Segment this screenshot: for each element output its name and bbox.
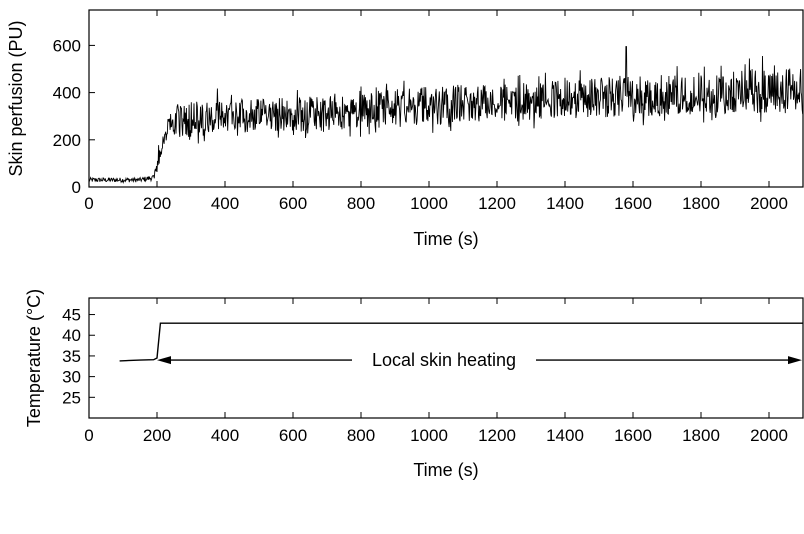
perfusion-y-tick-label-2: 400: [53, 84, 81, 103]
temperature-series-line: [119, 322, 803, 362]
perfusion-x-tick-label-10: 2000: [750, 194, 788, 213]
perfusion-series-line: [88, 46, 804, 185]
temperature-x-tick-label-4: 800: [347, 426, 375, 445]
temperature-x-ticks: 0 200 400 600 800 1000 1200 1400 1600 1800 2000: [84, 298, 788, 445]
perfusion-x-tick-label-6: 1200: [478, 194, 516, 213]
heating-annotation: Local skin heating: [157, 350, 802, 370]
temperature-x-tick-label-3: 600: [279, 426, 307, 445]
perfusion-y-tick-label-0: 0: [72, 178, 81, 197]
perfusion-x-axis-label: Time (s): [413, 229, 478, 249]
perfusion-y-ticks: 0 200 400 600: [53, 36, 95, 197]
temperature-y-tick-label-4: 45: [62, 306, 81, 325]
temperature-x-tick-label-6: 1200: [478, 426, 516, 445]
temperature-x-tick-label-8: 1600: [614, 426, 652, 445]
perfusion-x-tick-label-8: 1600: [614, 194, 652, 213]
heating-arrow-right-head: [788, 356, 802, 365]
perfusion-y-axis-label: Skin perfusion (PU): [6, 20, 26, 176]
temperature-x-axis-label: Time (s): [413, 460, 478, 480]
temperature-y-tick-label-0: 25: [62, 388, 81, 407]
temperature-plot-frame: [88, 297, 804, 419]
temperature-y-axis-label: Temperature (°C): [24, 289, 44, 427]
temperature-x-tick-label-5: 1000: [410, 426, 448, 445]
perfusion-x-tick-label-5: 1000: [410, 194, 448, 213]
temperature-y-tick-label-3: 40: [62, 326, 81, 345]
perfusion-x-tick-label-1: 200: [143, 194, 171, 213]
perfusion-x-tick-label-7: 1400: [546, 194, 584, 213]
perfusion-x-tick-label-0: 0: [84, 194, 93, 213]
temperature-y-tick-label-2: 35: [62, 347, 81, 366]
perfusion-x-tick-label-9: 1800: [682, 194, 720, 213]
heating-arrow-left-head: [157, 356, 171, 365]
perfusion-signal: [88, 46, 804, 185]
temperature-x-tick-label-2: 400: [211, 426, 239, 445]
perfusion-x-ticks: 0 200 400 600 800 1000 1200 1400 1600 1800 2000: [84, 10, 788, 213]
temperature-x-tick-label-10: 2000: [750, 426, 788, 445]
temperature-x-tick-label-0: 0: [84, 426, 93, 445]
perfusion-x-tick-label-2: 400: [211, 194, 239, 213]
temperature-x-tick-label-1: 200: [143, 426, 171, 445]
temperature-x-tick-label-7: 1400: [546, 426, 584, 445]
perfusion-plot-frame: [88, 9, 804, 188]
perfusion-chart: 0 200 400 600 800 1000 1200 1400 1600 1800 2000 0 2…: [6, 9, 804, 249]
perfusion-y-tick-label-3: 600: [53, 36, 81, 55]
temperature-x-tick-label-9: 1800: [682, 426, 720, 445]
temperature-y-tick-label-1: 30: [62, 368, 81, 387]
perfusion-x-tick-label-4: 800: [347, 194, 375, 213]
heating-annotation-label: Local skin heating: [372, 350, 516, 370]
temperature-chart: 0 200 400 600 800 1000 1200 1400 1600 1800 2000 25…: [24, 289, 804, 480]
perfusion-x-tick-label-3: 600: [279, 194, 307, 213]
perfusion-y-tick-label-1: 200: [53, 131, 81, 150]
